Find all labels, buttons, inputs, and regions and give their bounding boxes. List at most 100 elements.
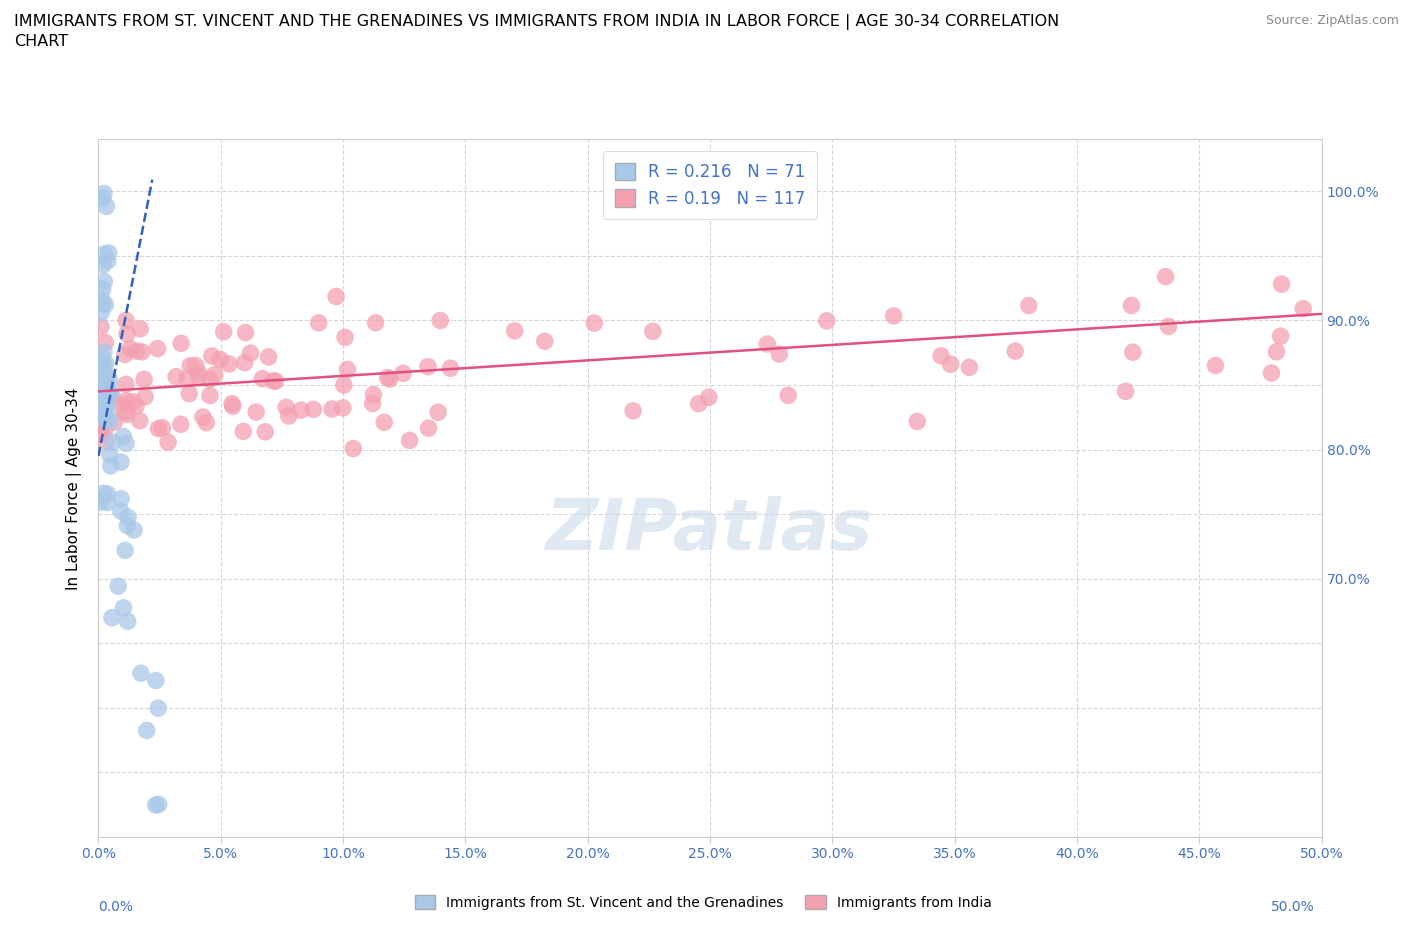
Point	[103, 415, 125, 430]
Point	[364, 315, 387, 330]
Point	[235, 326, 257, 340]
Point	[332, 401, 354, 416]
Point	[373, 415, 395, 430]
Point	[232, 424, 254, 439]
Legend: R = 0.216   N = 71, R = 0.19   N = 117: R = 0.216 N = 71, R = 0.19 N = 117	[603, 152, 817, 219]
Point	[209, 352, 232, 367]
Point	[90, 495, 112, 510]
Point	[377, 370, 399, 385]
Point	[170, 417, 193, 432]
Point	[112, 601, 135, 616]
Point	[132, 372, 155, 387]
Point	[97, 387, 120, 402]
Point	[114, 347, 136, 362]
Point	[120, 341, 142, 356]
Point	[187, 365, 209, 380]
Point	[89, 365, 111, 379]
Point	[621, 404, 644, 418]
Point	[91, 366, 114, 381]
Point	[398, 433, 420, 448]
Point	[277, 408, 299, 423]
Point	[815, 313, 838, 328]
Point	[883, 309, 905, 324]
Point	[336, 362, 359, 377]
Point	[778, 388, 800, 403]
Point	[101, 391, 124, 405]
Point	[439, 361, 461, 376]
Text: 0.0%: 0.0%	[98, 899, 134, 914]
Point	[96, 368, 118, 383]
Point	[218, 356, 240, 371]
Point	[90, 306, 112, 321]
Point	[929, 349, 952, 364]
Point	[135, 723, 157, 737]
Point	[187, 369, 209, 384]
Point	[1157, 319, 1180, 334]
Point	[170, 336, 193, 351]
Point	[91, 297, 114, 312]
Point	[641, 324, 664, 339]
Point	[91, 282, 114, 297]
Text: ZIPatlas: ZIPatlas	[547, 496, 873, 565]
Point	[129, 322, 152, 337]
Point	[1204, 358, 1226, 373]
Point	[94, 421, 117, 436]
Point	[94, 407, 117, 422]
Point	[191, 409, 214, 424]
Point	[87, 365, 110, 379]
Point	[418, 420, 440, 435]
Point	[93, 386, 115, 401]
Point	[91, 191, 114, 206]
Point	[90, 319, 112, 334]
Point	[117, 614, 139, 629]
Point	[94, 434, 117, 449]
Point	[90, 292, 112, 307]
Point	[115, 393, 138, 408]
Point	[97, 253, 120, 268]
Point	[583, 315, 606, 330]
Point	[321, 402, 343, 417]
Point	[239, 346, 262, 361]
Point	[110, 455, 132, 470]
Point	[252, 371, 274, 386]
Point	[233, 355, 256, 370]
Point	[114, 405, 136, 419]
Point	[96, 486, 118, 501]
Point	[94, 370, 117, 385]
Point	[212, 325, 235, 339]
Point	[146, 341, 169, 356]
Point	[302, 402, 325, 417]
Point	[697, 390, 720, 405]
Point	[148, 700, 170, 715]
Point	[905, 414, 928, 429]
Point	[308, 315, 330, 330]
Point	[201, 349, 224, 364]
Point	[204, 367, 226, 382]
Point	[1260, 365, 1282, 380]
Point	[91, 351, 114, 365]
Point	[688, 396, 710, 411]
Point	[176, 371, 198, 386]
Point	[179, 358, 201, 373]
Point	[110, 504, 132, 519]
Point	[1270, 328, 1292, 343]
Point	[262, 374, 284, 389]
Point	[290, 403, 312, 418]
Point	[115, 377, 138, 392]
Point	[254, 424, 277, 439]
Point	[93, 405, 115, 420]
Point	[114, 543, 136, 558]
Point	[427, 405, 450, 419]
Point	[179, 386, 201, 401]
Point	[145, 798, 167, 813]
Point	[94, 355, 117, 370]
Point	[89, 395, 111, 410]
Y-axis label: In Labor Force | Age 30-34: In Labor Force | Age 30-34	[66, 387, 83, 590]
Point	[157, 435, 180, 450]
Point	[198, 372, 221, 387]
Point	[89, 365, 111, 379]
Point	[378, 372, 401, 387]
Point	[416, 359, 439, 374]
Point	[264, 374, 287, 389]
Point	[90, 397, 112, 412]
